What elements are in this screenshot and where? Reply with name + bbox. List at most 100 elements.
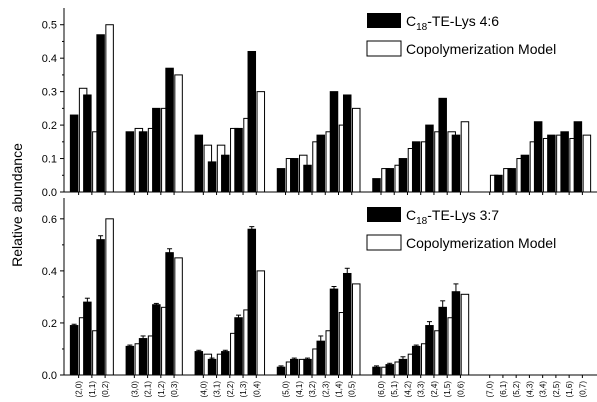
x-tick-label: (1,6) xyxy=(565,381,574,398)
top-panel: 0.0 0.1 0.2 0.3 0.4 0.5 xyxy=(42,8,597,199)
x-tick-label: (2,4) xyxy=(430,381,439,398)
x-tick-label: (4,2) xyxy=(403,381,412,398)
bar-solid xyxy=(316,340,326,376)
bar-solid xyxy=(303,164,312,193)
bar-solid xyxy=(96,239,105,376)
bar-open xyxy=(174,257,183,376)
legend-swatch-solid xyxy=(367,13,401,28)
bar-solid xyxy=(398,158,408,193)
x-tick-label: (2,5) xyxy=(552,381,561,398)
legend-label-solid: C18-TE-Lys 4:6 xyxy=(406,13,499,33)
legend-label-open: Copolymerization Model xyxy=(406,235,556,251)
x-tick-label: (3,1) xyxy=(213,381,222,398)
x-tick-label: (3,4) xyxy=(539,381,548,398)
x-tick-label: (4,3) xyxy=(525,381,534,398)
bar-solid xyxy=(573,121,583,193)
bar-open xyxy=(582,134,592,193)
y-tick-label: 0.5 xyxy=(42,20,57,32)
x-tick-label: (1,3) xyxy=(239,381,248,398)
bar-open xyxy=(256,270,266,376)
legend-bottom: C18-TE-Lys 3:7 Copolymerization Model xyxy=(366,207,556,251)
y-tick-label: 0.2 xyxy=(42,120,57,132)
bar-solid xyxy=(234,127,243,193)
bar-solid xyxy=(125,131,135,193)
x-tick-label: (6,0) xyxy=(377,381,386,398)
bar-solid xyxy=(83,94,92,193)
bar-solid xyxy=(152,304,161,376)
x-tick-label: (0,3) xyxy=(170,381,179,398)
bar-solid xyxy=(438,306,447,376)
bar-solid xyxy=(385,364,394,376)
bar-open xyxy=(174,74,183,193)
bar-open xyxy=(460,293,470,376)
bar-solid xyxy=(329,288,339,376)
bar-solid xyxy=(207,161,217,193)
bar-solid xyxy=(247,50,257,193)
bar-solid xyxy=(276,366,286,376)
x-tick-label: (0,5) xyxy=(348,381,357,398)
x-tick-label: (3,2) xyxy=(308,381,317,398)
bar-open xyxy=(105,218,114,376)
bar-solid xyxy=(342,272,352,376)
x-tick-label: (1,4) xyxy=(335,381,344,398)
bar-solid xyxy=(69,325,79,376)
bar-solid xyxy=(290,158,299,193)
x-tick-label: (2,0) xyxy=(75,381,84,398)
bar-solid xyxy=(342,94,352,193)
x-tick-label: (3,0) xyxy=(130,381,139,398)
x-tick-label: (2,3) xyxy=(321,381,330,398)
bar-solid xyxy=(221,351,230,376)
x-tick-label: (0,6) xyxy=(456,381,465,398)
bar-solid xyxy=(138,338,148,376)
bar-solid xyxy=(276,168,286,193)
bar-solid xyxy=(560,131,569,193)
bar-solid xyxy=(83,301,92,376)
y-tick-label: 0.0 xyxy=(42,370,57,382)
bar-solid xyxy=(96,34,105,193)
bar-solid xyxy=(207,358,217,376)
bar-solid xyxy=(234,317,243,376)
y-tick-label: 0.1 xyxy=(42,154,57,166)
legend-top: C18-TE-Lys 4:6 Copolymerization Model xyxy=(366,13,556,57)
y-tick-label: 0.3 xyxy=(42,87,57,99)
bottom-panel: 0.0 0.2 0.4 0.6 (2,0) (1,1) (0,2) (3,0) (2,1) (1,… xyxy=(42,198,597,397)
bar-solid xyxy=(290,358,299,376)
bar-solid xyxy=(451,134,461,193)
bar-solid xyxy=(494,174,503,193)
bar-solid xyxy=(411,141,421,193)
bar-solid xyxy=(425,124,434,193)
y-tick-label: 0.4 xyxy=(42,266,57,278)
bar-solid xyxy=(329,91,339,193)
x-tick-label: (4,1) xyxy=(295,381,304,398)
x-tick-label: (0,7) xyxy=(578,381,587,398)
x-tick-label: (3,3) xyxy=(417,381,426,398)
bar-solid xyxy=(425,325,434,376)
legend-label-open: Copolymerization Model xyxy=(406,41,556,57)
legend-swatch-solid xyxy=(367,207,401,222)
legend-label-solid: C18-TE-Lys 3:7 xyxy=(406,207,499,227)
bar-solid xyxy=(138,131,148,193)
y-tick-label: 0.0 xyxy=(42,187,57,199)
bar-solid xyxy=(165,252,174,376)
x-tick-label: (4,0) xyxy=(199,381,208,398)
x-tick-label: (1,5) xyxy=(443,381,452,398)
legend-swatch-open xyxy=(366,40,402,57)
bar-solid xyxy=(372,178,381,193)
bar-solid xyxy=(507,168,516,193)
x-tick-label: (2,2) xyxy=(226,381,235,398)
bar-open xyxy=(351,107,361,193)
bar-solid xyxy=(411,345,421,376)
bar-solid xyxy=(372,366,381,376)
bar-open xyxy=(351,283,361,376)
bar-solid xyxy=(221,154,230,193)
bar-solid xyxy=(152,107,161,193)
bar-solid xyxy=(316,134,326,193)
bar-solid xyxy=(398,358,408,376)
bar-solid xyxy=(385,168,394,193)
bar-solid xyxy=(451,291,461,376)
x-tick-label: (0,2) xyxy=(101,381,110,398)
x-tick-label: (5,1) xyxy=(390,381,399,398)
bar-solid xyxy=(247,228,257,376)
x-tick-label: (2,1) xyxy=(144,381,153,398)
